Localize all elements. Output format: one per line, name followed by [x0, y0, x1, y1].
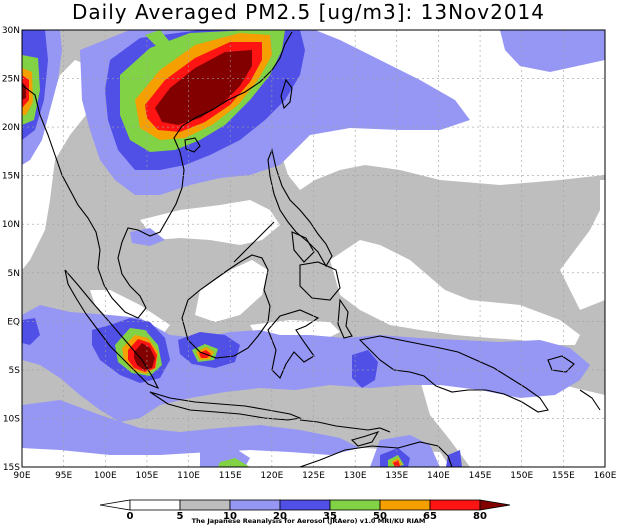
colorbar-level-label: 10	[223, 511, 237, 522]
colorbar-level-label: 80	[473, 511, 487, 522]
lat-tick-label: 10N	[2, 220, 20, 230]
colorbar-segment	[129, 499, 181, 511]
lat-tick-label: 15S	[3, 463, 20, 473]
coastline-visayas	[291, 231, 315, 263]
coastline-halmahera	[337, 298, 353, 339]
lat-tick-label: 10S	[3, 414, 20, 424]
lon-tick-label: 110E	[177, 471, 200, 481]
lon-tick-label: 120E	[260, 471, 283, 481]
pm25-20-35-area	[22, 305, 590, 422]
coastline-mainland-asia	[22, 31, 293, 319]
colorbar-segment	[99, 499, 131, 511]
lon-tick-label: 100E	[94, 471, 117, 481]
coastlines	[22, 31, 601, 467]
pm25-max-area	[22, 82, 26, 100]
lon-tick-label: 140E	[427, 471, 450, 481]
colorbar-segment	[429, 499, 481, 511]
coastline-sumatra	[64, 269, 160, 390]
lon-tick-label: 135E	[385, 471, 408, 481]
colorbar-level-label: 50	[373, 511, 387, 522]
clean-area	[195, 260, 268, 322]
coastline-taiwan	[280, 78, 293, 110]
lat-tick-label: 15N	[2, 172, 20, 182]
coastline-australia	[299, 441, 453, 467]
lon-tick-label: 95E	[55, 471, 72, 481]
lon-tick-label: 105E	[135, 471, 158, 481]
pm25-20-35-area	[130, 228, 165, 246]
colorbar-segment	[329, 499, 381, 511]
lat-tick-label: 20N	[2, 123, 20, 133]
data-credit: The Japanese Reanalysis for Aerosol (JRA…	[191, 517, 426, 525]
colorbar-level-label: 20	[273, 511, 287, 522]
colorbar: 0 5 10 20 35 50 65 80	[99, 499, 511, 522]
coastline-solomon	[579, 389, 601, 411]
coastline-sulawesi	[267, 309, 320, 379]
coastline-timor	[350, 431, 380, 447]
pm25-field	[22, 30, 605, 467]
lon-tick-label: 90E	[13, 471, 30, 481]
lat-tick-label: EQ	[7, 317, 20, 327]
lon-tick-label: 145E	[469, 471, 492, 481]
coastline-palawan	[233, 221, 275, 263]
lon-tick-label: 125E	[302, 471, 325, 481]
colorbar-segment	[179, 499, 231, 511]
colorbar-level-label: 5	[177, 511, 184, 522]
clean-area	[330, 240, 580, 345]
colorbar-level-label: 35	[323, 511, 337, 522]
coastline-bismarck	[547, 355, 575, 373]
colorbar-level-label: 65	[423, 511, 437, 522]
pm25-max-area	[155, 50, 252, 125]
gridlines	[22, 30, 605, 467]
coastline-mindanao	[299, 261, 341, 301]
pm25-20-35-area	[500, 30, 605, 72]
pm25-50-65-area	[218, 458, 250, 467]
pm25-max-area	[134, 343, 155, 370]
lon-tick-label: 155E	[552, 471, 575, 481]
colorbar-segment	[229, 499, 281, 511]
colorbar-segment	[279, 499, 331, 511]
coastline-java	[149, 391, 303, 421]
coastline-borneo	[181, 254, 271, 359]
pm25-35-50-area	[352, 350, 378, 388]
clean-area	[140, 200, 280, 245]
lon-tick-label: 160E	[594, 471, 617, 481]
pm25-35-50-area	[22, 318, 40, 345]
clean-area	[560, 180, 605, 310]
colorbar-level-label: 0	[127, 511, 134, 522]
pm25-20-35-area	[22, 400, 360, 455]
lat-tick-label: 25N	[2, 75, 20, 85]
lat-tick-label: 5N	[8, 269, 20, 279]
lon-tick-label: 150E	[510, 471, 533, 481]
map-title: Daily Averaged PM2.5 [ug/m3]: 13Nov2014	[71, 0, 546, 24]
colorbar-segment	[479, 499, 511, 511]
lon-tick-label: 130E	[344, 471, 367, 481]
lat-tick-label: 30N	[2, 26, 20, 36]
lon-tick-label: 115E	[219, 471, 242, 481]
coastline-hainan	[184, 137, 201, 153]
coastline-new-guinea	[358, 335, 549, 413]
colorbar-segment	[379, 499, 431, 511]
map-frame	[21, 29, 606, 468]
pm25-80-plus-area	[393, 460, 400, 467]
tick-labels: 90E 95E 100E 105E 110E 115E 120E 125E 130E 135E 14…	[2, 26, 617, 481]
lat-tick-label: 5S	[9, 366, 21, 376]
pm25-50-65-area	[145, 30, 170, 48]
coastline-nusa-tenggara	[299, 419, 391, 433]
